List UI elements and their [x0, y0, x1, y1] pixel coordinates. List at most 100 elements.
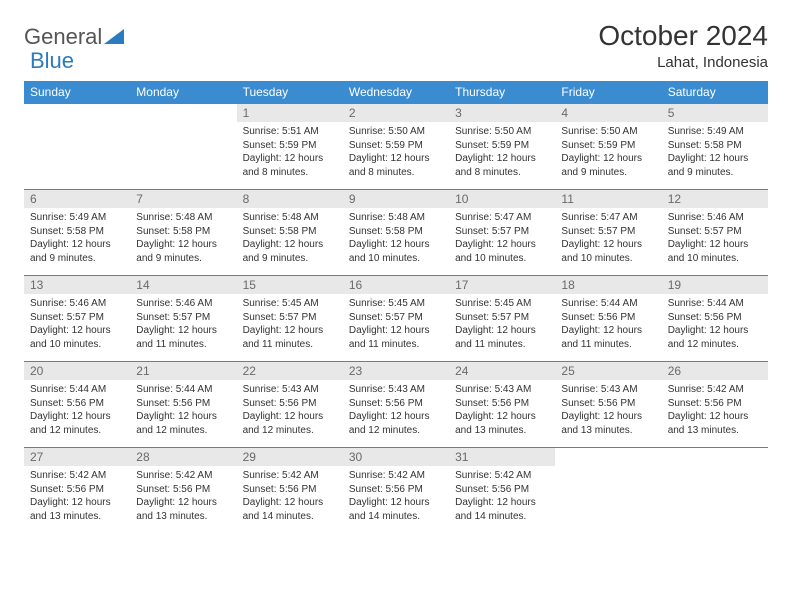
location-label: Lahat, Indonesia	[598, 54, 768, 71]
daylight-text: Daylight: 12 hours and 9 minutes.	[243, 238, 337, 265]
calendar-day-cell	[662, 448, 768, 534]
day-info: Sunrise: 5:51 AMSunset: 5:59 PMDaylight:…	[237, 122, 343, 183]
day-number: 17	[449, 276, 555, 294]
calendar-day-cell: 14Sunrise: 5:46 AMSunset: 5:57 PMDayligh…	[130, 276, 236, 362]
day-number: 2	[343, 104, 449, 122]
calendar-day-cell: 15Sunrise: 5:45 AMSunset: 5:57 PMDayligh…	[237, 276, 343, 362]
sunrise-text: Sunrise: 5:43 AM	[243, 383, 337, 397]
sunset-text: Sunset: 5:56 PM	[561, 311, 655, 325]
day-number: 11	[555, 190, 661, 208]
daylight-text: Daylight: 12 hours and 12 minutes.	[668, 324, 762, 351]
day-info: Sunrise: 5:43 AMSunset: 5:56 PMDaylight:…	[343, 380, 449, 441]
sunrise-text: Sunrise: 5:45 AM	[243, 297, 337, 311]
sunset-text: Sunset: 5:58 PM	[136, 225, 230, 239]
sunrise-text: Sunrise: 5:44 AM	[136, 383, 230, 397]
day-number: 1	[237, 104, 343, 122]
sunset-text: Sunset: 5:58 PM	[668, 139, 762, 153]
sunrise-text: Sunrise: 5:46 AM	[30, 297, 124, 311]
day-number: 14	[130, 276, 236, 294]
day-number: 5	[662, 104, 768, 122]
weekday-header-row: Sunday Monday Tuesday Wednesday Thursday…	[24, 81, 768, 104]
daylight-text: Daylight: 12 hours and 14 minutes.	[349, 496, 443, 523]
day-info: Sunrise: 5:50 AMSunset: 5:59 PMDaylight:…	[555, 122, 661, 183]
day-info: Sunrise: 5:48 AMSunset: 5:58 PMDaylight:…	[130, 208, 236, 269]
day-number: 12	[662, 190, 768, 208]
day-info: Sunrise: 5:45 AMSunset: 5:57 PMDaylight:…	[449, 294, 555, 355]
day-info: Sunrise: 5:43 AMSunset: 5:56 PMDaylight:…	[555, 380, 661, 441]
sunrise-text: Sunrise: 5:49 AM	[30, 211, 124, 225]
daylight-text: Daylight: 12 hours and 12 minutes.	[136, 410, 230, 437]
day-number: 21	[130, 362, 236, 380]
daylight-text: Daylight: 12 hours and 9 minutes.	[30, 238, 124, 265]
sunset-text: Sunset: 5:56 PM	[455, 397, 549, 411]
calendar-table: Sunday Monday Tuesday Wednesday Thursday…	[24, 81, 768, 534]
logo-triangle-icon	[104, 29, 124, 45]
sunset-text: Sunset: 5:56 PM	[30, 483, 124, 497]
calendar-day-cell: 16Sunrise: 5:45 AMSunset: 5:57 PMDayligh…	[343, 276, 449, 362]
calendar-day-cell: 26Sunrise: 5:42 AMSunset: 5:56 PMDayligh…	[662, 362, 768, 448]
calendar-day-cell: 29Sunrise: 5:42 AMSunset: 5:56 PMDayligh…	[237, 448, 343, 534]
day-number: 30	[343, 448, 449, 466]
calendar-day-cell: 1Sunrise: 5:51 AMSunset: 5:59 PMDaylight…	[237, 104, 343, 190]
sunrise-text: Sunrise: 5:46 AM	[668, 211, 762, 225]
sunrise-text: Sunrise: 5:43 AM	[349, 383, 443, 397]
calendar-day-cell: 9Sunrise: 5:48 AMSunset: 5:58 PMDaylight…	[343, 190, 449, 276]
sunset-text: Sunset: 5:59 PM	[455, 139, 549, 153]
calendar-day-cell: 25Sunrise: 5:43 AMSunset: 5:56 PMDayligh…	[555, 362, 661, 448]
calendar-day-cell: 21 Sunrise: 5:44 AMSunset: 5:56 PMDayligh…	[130, 362, 236, 448]
sunrise-text: Sunrise: 5:47 AM	[455, 211, 549, 225]
sunrise-text: Sunrise: 5:48 AM	[349, 211, 443, 225]
day-info: Sunrise: 5:46 AMSunset: 5:57 PMDaylight:…	[662, 208, 768, 269]
sunset-text: Sunset: 5:58 PM	[30, 225, 124, 239]
sunset-text: Sunset: 5:56 PM	[136, 483, 230, 497]
day-number: 6	[24, 190, 130, 208]
calendar-day-cell: 30Sunrise: 5:42 AMSunset: 5:56 PMDayligh…	[343, 448, 449, 534]
daylight-text: Daylight: 12 hours and 12 minutes.	[349, 410, 443, 437]
day-number: 26	[662, 362, 768, 380]
calendar-day-cell: 31Sunrise: 5:42 AMSunset: 5:56 PMDayligh…	[449, 448, 555, 534]
calendar-day-cell: 7Sunrise: 5:48 AMSunset: 5:58 PMDaylight…	[130, 190, 236, 276]
day-number: 7	[130, 190, 236, 208]
calendar-week-row: 1Sunrise: 5:51 AMSunset: 5:59 PMDaylight…	[24, 104, 768, 190]
daylight-text: Daylight: 12 hours and 13 minutes.	[136, 496, 230, 523]
daylight-text: Daylight: 12 hours and 10 minutes.	[668, 238, 762, 265]
day-number: 10	[449, 190, 555, 208]
sunset-text: Sunset: 5:56 PM	[349, 397, 443, 411]
day-number: 31	[449, 448, 555, 466]
calendar-day-cell: 6Sunrise: 5:49 AMSunset: 5:58 PMDaylight…	[24, 190, 130, 276]
day-number: 4	[555, 104, 661, 122]
sunrise-text: Sunrise: 5:44 AM	[561, 297, 655, 311]
calendar-day-cell	[130, 104, 236, 190]
calendar-day-cell: 5Sunrise: 5:49 AMSunset: 5:58 PMDaylight…	[662, 104, 768, 190]
daylight-text: Daylight: 12 hours and 10 minutes.	[349, 238, 443, 265]
sunset-text: Sunset: 5:56 PM	[136, 397, 230, 411]
sunrise-text: Sunrise: 5:44 AM	[668, 297, 762, 311]
calendar-week-row: 13Sunrise: 5:46 AMSunset: 5:57 PMDayligh…	[24, 276, 768, 362]
daylight-text: Daylight: 12 hours and 9 minutes.	[136, 238, 230, 265]
calendar-day-cell: 27Sunrise: 5:42 AMSunset: 5:56 PMDayligh…	[24, 448, 130, 534]
day-info: Sunrise: 5:48 AMSunset: 5:58 PMDaylight:…	[237, 208, 343, 269]
day-info: Sunrise: 5:46 AMSunset: 5:57 PMDaylight:…	[130, 294, 236, 355]
calendar-day-cell: 13Sunrise: 5:46 AMSunset: 5:57 PMDayligh…	[24, 276, 130, 362]
sunset-text: Sunset: 5:58 PM	[349, 225, 443, 239]
daylight-text: Daylight: 12 hours and 9 minutes.	[561, 152, 655, 179]
weekday-header: Saturday	[662, 81, 768, 104]
calendar-week-row: 20Sunrise: 5:44 AMSunset: 5:56 PMDayligh…	[24, 362, 768, 448]
sunrise-text: Sunrise: 5:50 AM	[349, 125, 443, 139]
day-number: 15	[237, 276, 343, 294]
day-number: 29	[237, 448, 343, 466]
day-number: 18	[555, 276, 661, 294]
daylight-text: Daylight: 12 hours and 10 minutes.	[561, 238, 655, 265]
sunrise-text: Sunrise: 5:48 AM	[243, 211, 337, 225]
weekday-header: Sunday	[24, 81, 130, 104]
day-info: Sunrise: 5:43 AMSunset: 5:56 PMDaylight:…	[237, 380, 343, 441]
day-number: 3	[449, 104, 555, 122]
sunset-text: Sunset: 5:57 PM	[455, 225, 549, 239]
weekday-header: Wednesday	[343, 81, 449, 104]
calendar-day-cell	[555, 448, 661, 534]
day-info: Sunrise: 5:49 AMSunset: 5:58 PMDaylight:…	[24, 208, 130, 269]
sunset-text: Sunset: 5:57 PM	[561, 225, 655, 239]
sunrise-text: Sunrise: 5:42 AM	[136, 469, 230, 483]
day-info: Sunrise: 5:45 AMSunset: 5:57 PMDaylight:…	[343, 294, 449, 355]
daylight-text: Daylight: 12 hours and 13 minutes.	[455, 410, 549, 437]
